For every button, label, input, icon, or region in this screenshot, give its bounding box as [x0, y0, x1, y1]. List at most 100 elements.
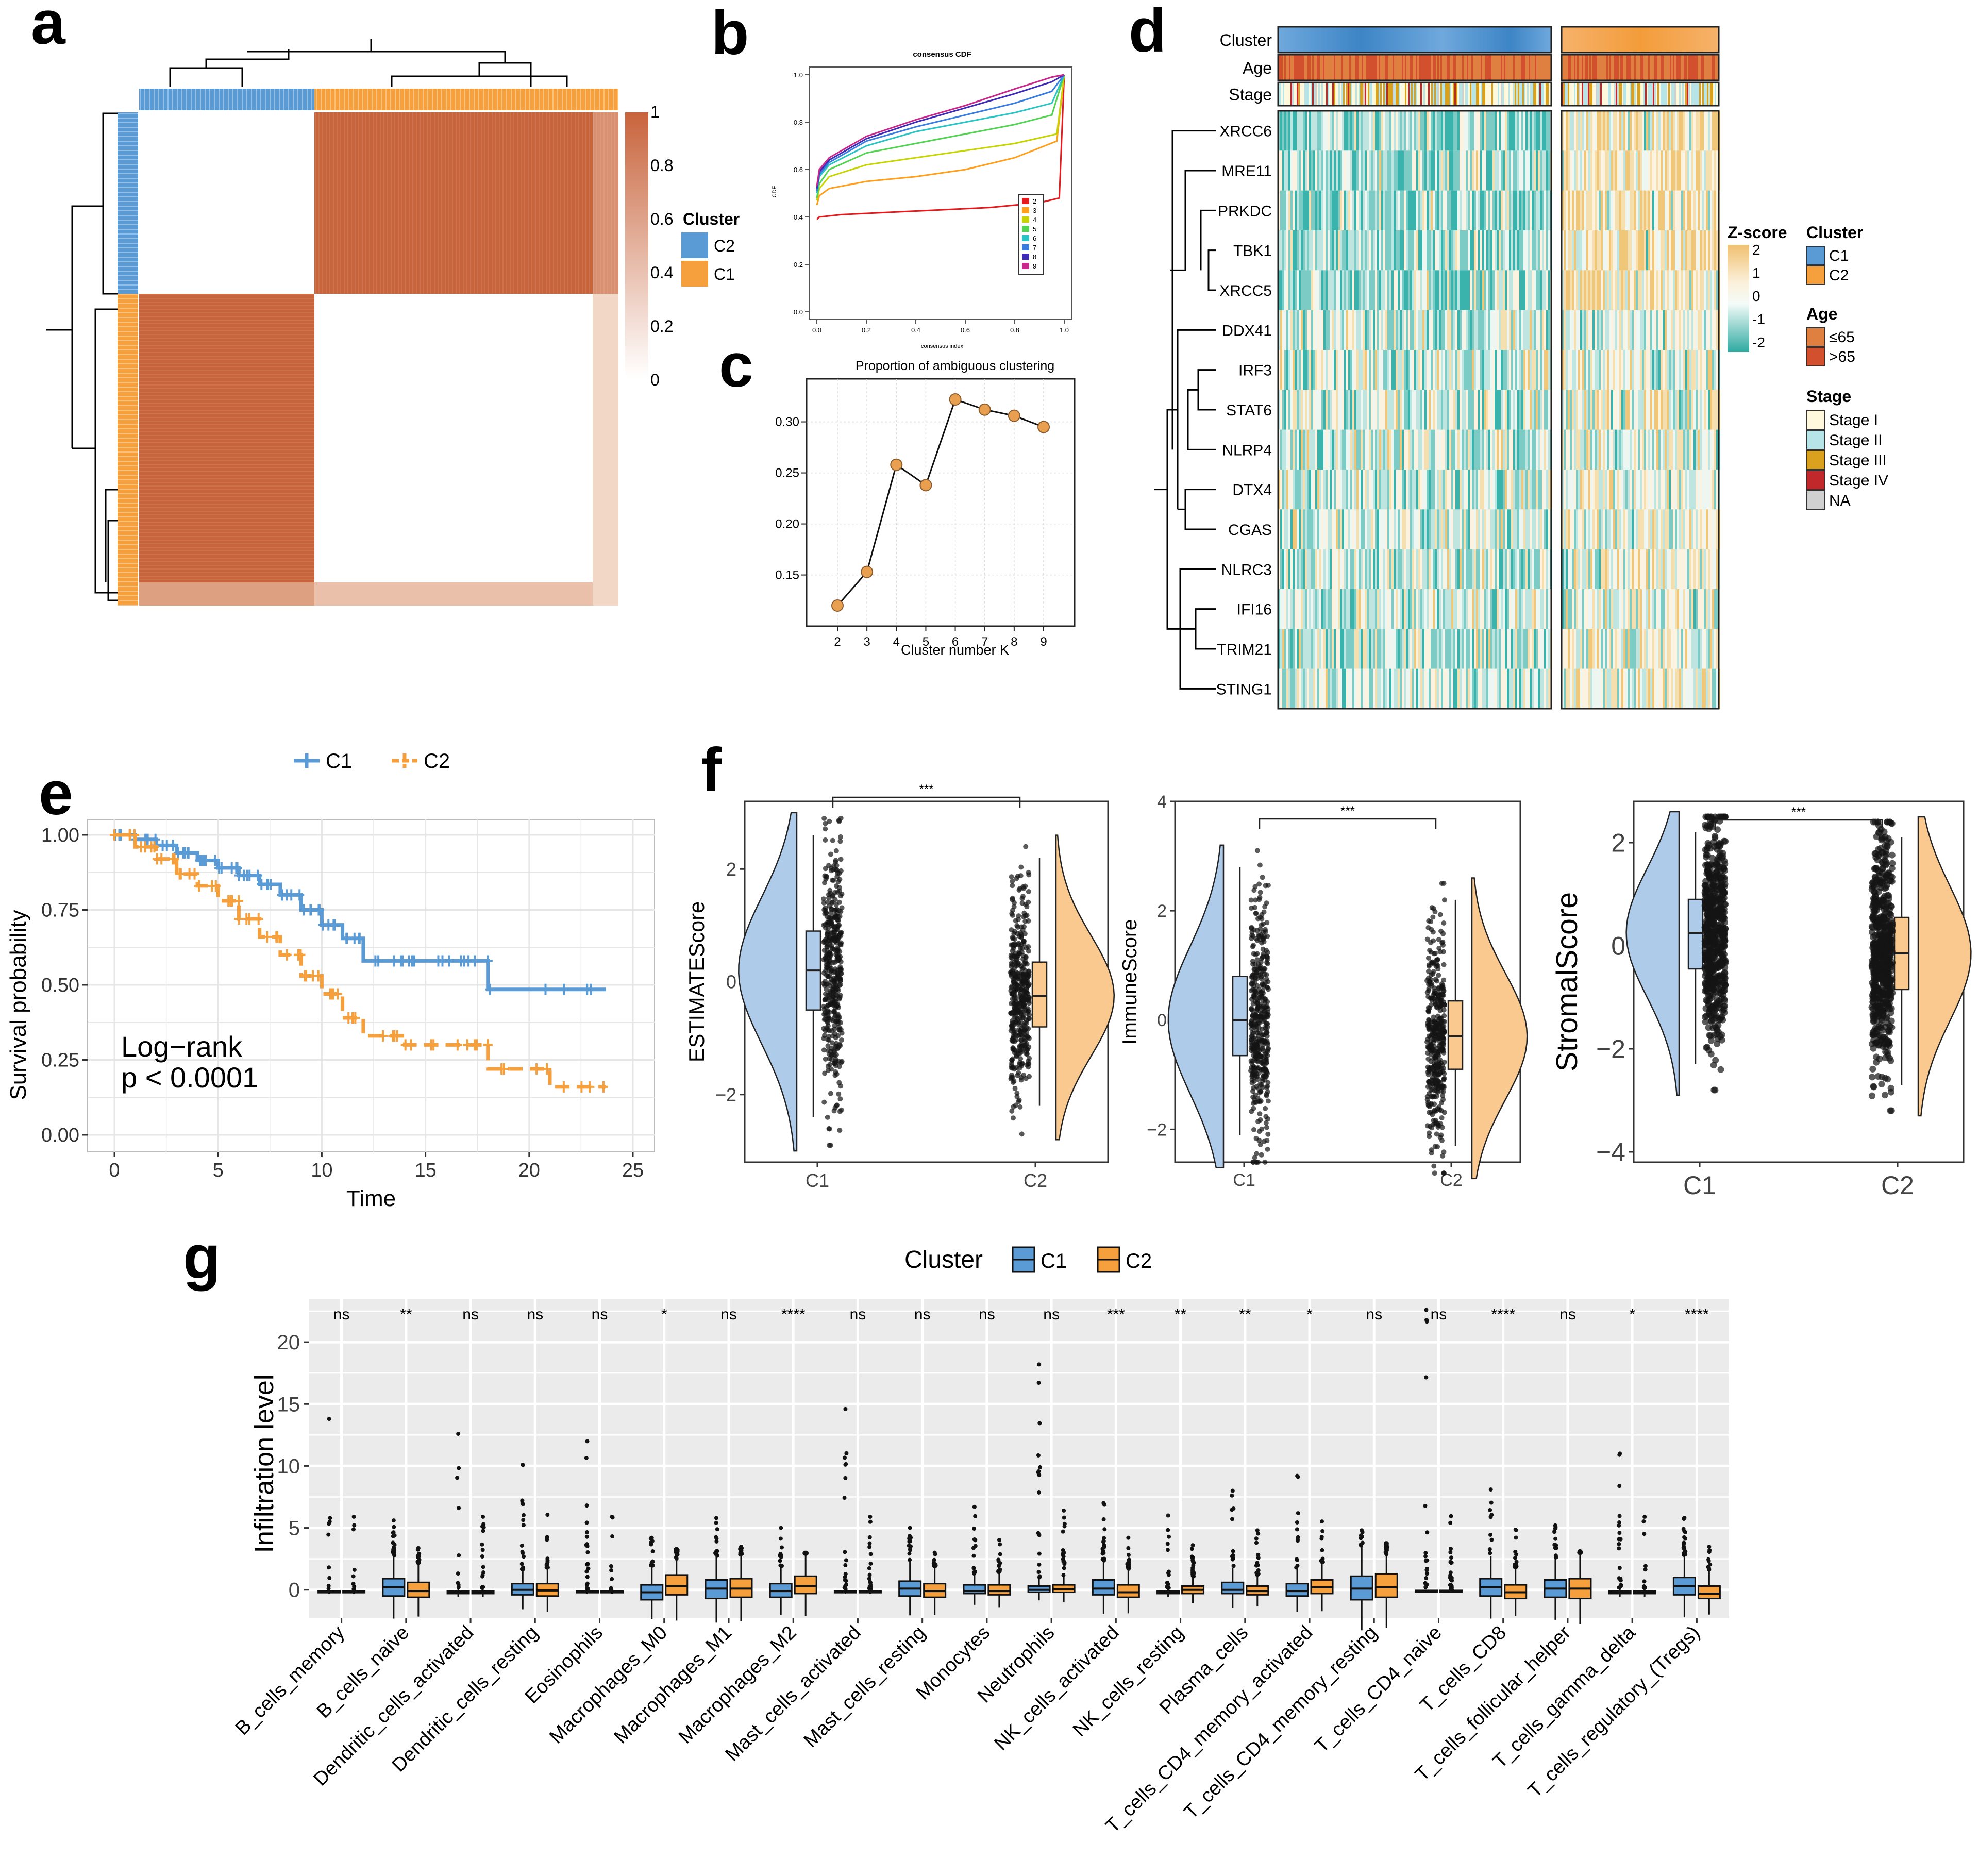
heat-cell [1449, 270, 1451, 310]
heat-cell [1414, 629, 1416, 669]
heat-cell [1642, 390, 1644, 430]
heat-cell [1356, 549, 1359, 589]
heat-cell [1326, 190, 1328, 230]
heat-cell [1301, 509, 1303, 549]
heat-cell [1404, 270, 1406, 310]
heat-cell [1424, 230, 1427, 271]
heat-cell [1619, 668, 1621, 709]
km-censor-C1 [342, 932, 352, 944]
heat-cell [1704, 549, 1706, 589]
heat-cell [1536, 270, 1538, 310]
heat-cell [1611, 390, 1613, 430]
heat-cell [1492, 310, 1495, 350]
heat-cell [1634, 350, 1636, 390]
heat-cell [1584, 190, 1586, 230]
ambig-point-k4 [890, 458, 903, 471]
heat-cell [1582, 509, 1584, 549]
heat-cell [1293, 111, 1295, 151]
heat-cell [1387, 230, 1389, 271]
heat-cell [1297, 111, 1299, 151]
anno-stage-cell [1411, 82, 1413, 106]
heat-cell [1369, 230, 1371, 271]
heat-cell [1315, 150, 1317, 191]
jitter-point-C1 [838, 857, 844, 862]
heat-cell [1346, 230, 1348, 271]
heat-cell [1457, 549, 1460, 589]
heat-cell [1433, 150, 1435, 191]
heat-cell [1603, 230, 1605, 271]
heat-cell [1404, 429, 1406, 470]
heat-cell [1383, 190, 1385, 230]
heat-cell [1658, 668, 1661, 709]
dendro-top-branch-1 [205, 52, 290, 68]
anno-age-cell [1280, 55, 1281, 80]
heat-cell [1375, 589, 1377, 629]
heat-cell [1303, 509, 1305, 549]
heat-cell [1486, 190, 1488, 230]
heat-cell [1282, 668, 1284, 709]
heat-cell [1435, 350, 1437, 390]
anno-stage-cell [1588, 82, 1589, 106]
heat-cell [1617, 429, 1619, 470]
heat-cell [1511, 350, 1513, 390]
heat-cell [1396, 668, 1398, 709]
heat-cell [1566, 111, 1568, 151]
heat-cell [1424, 470, 1427, 510]
heat-cell [1385, 470, 1387, 510]
heat-cell [1460, 589, 1462, 629]
heat-cell [1665, 509, 1667, 549]
heat-cell [1486, 470, 1488, 510]
heat-cell [1687, 310, 1689, 350]
heat-cell [1584, 668, 1586, 709]
heat-cell [1515, 668, 1517, 709]
dendrogram-left [46, 112, 119, 601]
heat-cell [1704, 509, 1706, 549]
anno-age-cell [1297, 55, 1298, 80]
heat-cell [1453, 270, 1455, 310]
heat-cell [1410, 629, 1412, 669]
panel-e-survival: 0 5 10 15 20 250.000.250.500.751.00 Time Surv… [6, 750, 655, 1211]
heat-cell [1391, 629, 1394, 669]
heat-cell [1714, 509, 1716, 549]
heat-cell [1400, 509, 1402, 549]
heat-cell [1507, 190, 1509, 230]
heat-cell [1642, 429, 1644, 470]
heat-cell [1435, 111, 1437, 151]
jitter-point-C1 [832, 924, 837, 930]
heat-cell [1354, 190, 1356, 230]
heat-cell [1363, 150, 1365, 191]
heat-cell [1441, 549, 1443, 589]
heat-cell [1644, 150, 1646, 191]
heat-cell [1492, 270, 1495, 310]
heat-cell [1297, 310, 1299, 350]
anno-age-cell [1670, 55, 1671, 80]
heat-cell [1282, 509, 1284, 549]
heat-cell [1562, 629, 1564, 669]
anno-age-cell [1289, 55, 1290, 80]
heat-cell [1439, 549, 1441, 589]
heat-cell [1365, 270, 1367, 310]
anno-stage-cell [1465, 82, 1467, 106]
heat-cell [1536, 350, 1538, 390]
anno-stage-cell [1326, 82, 1328, 106]
heat-cell [1534, 230, 1536, 271]
heat-cell [1495, 111, 1497, 151]
heat-cell [1542, 270, 1544, 310]
heat-cell [1402, 629, 1404, 669]
anno-age-cell [1402, 55, 1403, 80]
heat-cell [1714, 270, 1716, 310]
anno-stage-cell [1600, 82, 1602, 106]
heat-cell [1346, 668, 1348, 709]
anno-stage-cell [1434, 82, 1436, 106]
heat-cell [1517, 390, 1519, 430]
heat-cell [1334, 150, 1336, 191]
heat-cell [1698, 668, 1700, 709]
jitter-point-C1 [836, 818, 842, 824]
heat-cell [1344, 190, 1346, 230]
heat-cell [1313, 589, 1315, 629]
heat-cell [1369, 111, 1371, 151]
heat-cell [1367, 310, 1369, 350]
km-legend-label: C1 [326, 750, 352, 773]
heat-cell [1342, 270, 1344, 310]
km-xtick-label: 5 [213, 1160, 224, 1181]
